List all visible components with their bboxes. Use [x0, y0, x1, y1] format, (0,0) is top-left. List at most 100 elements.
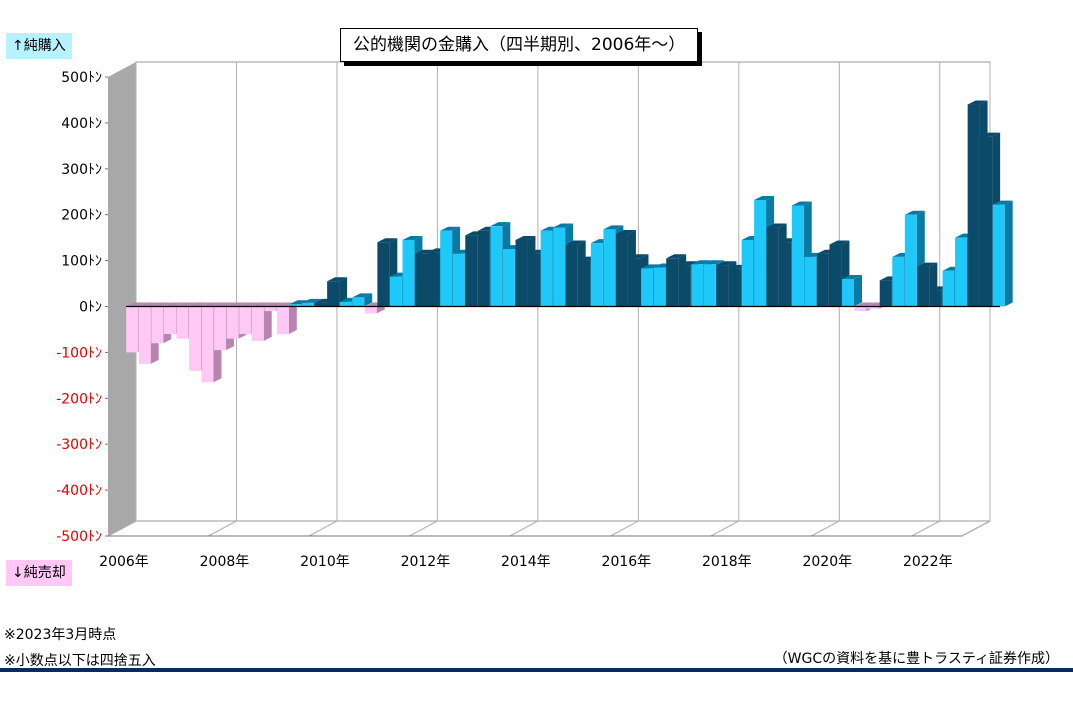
- bar-face: [641, 268, 654, 307]
- bar-face: [653, 267, 666, 307]
- bar-face: [402, 239, 415, 307]
- bar: [992, 200, 1013, 307]
- bar-face: [729, 268, 741, 307]
- bar: [251, 302, 272, 341]
- y-tick-label: 400ﾄﾝ: [61, 116, 102, 132]
- bar-top: [854, 302, 875, 307]
- bar-face: [829, 244, 842, 307]
- y-tick-label: 200ﾄﾝ: [61, 208, 102, 224]
- gridline: [509, 520, 539, 537]
- y-tick-label: 300ﾄﾝ: [61, 162, 102, 178]
- chart-floor: [107, 520, 991, 537]
- bar-face: [352, 297, 365, 307]
- bar-side: [364, 293, 373, 307]
- chart-title: 公的機関の金購入（四半期別、2006年～）: [340, 28, 699, 62]
- gridline: [710, 520, 740, 537]
- bar-top: [917, 262, 938, 267]
- bar-top: [641, 264, 662, 269]
- bar-side: [1004, 200, 1013, 307]
- bar-face: [691, 264, 704, 307]
- bar-face: [176, 306, 189, 339]
- bar-top: [188, 302, 209, 307]
- bar-top: [490, 222, 511, 227]
- bar-top: [264, 302, 285, 307]
- bar-face: [201, 306, 214, 383]
- bar-face: [314, 302, 327, 307]
- x-tick-label: 2016年: [602, 554, 652, 570]
- bar-face: [578, 260, 591, 307]
- bar-top: [214, 302, 235, 307]
- bar-face: [766, 227, 779, 307]
- bar-face: [929, 290, 942, 307]
- bar: [276, 302, 297, 335]
- source-credit: （WGCの資料を基に豊トラスティ証券作成）: [773, 651, 1059, 667]
- bar-face: [138, 306, 151, 364]
- bar-top: [766, 223, 787, 228]
- bar-top: [289, 300, 310, 305]
- bar-face: [289, 304, 302, 307]
- bar-top: [791, 201, 812, 206]
- bar: [842, 274, 862, 307]
- bar-face: [603, 229, 616, 307]
- bar-face: [415, 253, 427, 307]
- gridline: [107, 520, 137, 537]
- gridline: [208, 520, 237, 537]
- bar-top: [980, 132, 1001, 137]
- bar-top: [754, 196, 775, 201]
- bar-top: [176, 302, 197, 307]
- bar-face: [465, 235, 478, 307]
- bar-face: [339, 301, 352, 307]
- y-tick-label: -400ﾄﾝ: [56, 483, 102, 499]
- bar-face: [754, 200, 767, 307]
- bar-face: [239, 306, 252, 335]
- net-sale-label: ↓純売却: [6, 560, 72, 586]
- x-tick-label: 2018年: [702, 554, 752, 570]
- bar-face: [955, 237, 968, 307]
- bar-top: [904, 210, 925, 215]
- gridline: [610, 520, 639, 537]
- bar-top: [628, 254, 649, 259]
- bar-face: [163, 306, 176, 335]
- bar-face: [590, 243, 603, 307]
- gridline: [911, 520, 941, 537]
- bar-face: [214, 306, 227, 351]
- bar-side: [263, 302, 272, 341]
- bar-face: [615, 233, 628, 307]
- bar-face: [427, 252, 440, 307]
- bar-face: [302, 302, 314, 307]
- bar-top: [615, 229, 636, 234]
- bar-face: [540, 230, 553, 307]
- gridline: [409, 520, 438, 537]
- bar-face: [528, 253, 541, 307]
- bar-top: [402, 235, 423, 240]
- bar-top: [515, 235, 536, 240]
- bar: [327, 277, 348, 307]
- bar-face: [804, 256, 817, 307]
- bar-top: [603, 225, 624, 230]
- bar-face: [188, 306, 201, 371]
- bar-face: [917, 266, 930, 307]
- bar-top: [201, 302, 222, 307]
- x-tick-label: 2006年: [99, 554, 149, 570]
- gridline: [961, 520, 991, 537]
- bar-face: [553, 227, 566, 307]
- bar-top: [239, 302, 260, 307]
- bar-face: [992, 204, 1005, 307]
- bar-face: [678, 265, 691, 307]
- note-rounding: ※小数点以下は四捨五入: [4, 653, 156, 669]
- x-tick-label: 2014年: [501, 554, 551, 570]
- chart-left-wall: [108, 62, 136, 536]
- bar-face: [490, 226, 503, 307]
- bar-top: [967, 100, 988, 105]
- bar-top: [138, 302, 159, 307]
- bar-top: [251, 302, 272, 307]
- bar-top: [163, 302, 184, 307]
- bar-face: [565, 244, 578, 307]
- y-tick-label: 100ﾄﾝ: [61, 254, 102, 270]
- bar-top: [703, 260, 724, 265]
- bar-top: [226, 302, 247, 307]
- bar-face: [879, 280, 892, 307]
- bar-top: [415, 249, 435, 254]
- bar-top: [678, 261, 699, 266]
- gridline: [308, 520, 338, 537]
